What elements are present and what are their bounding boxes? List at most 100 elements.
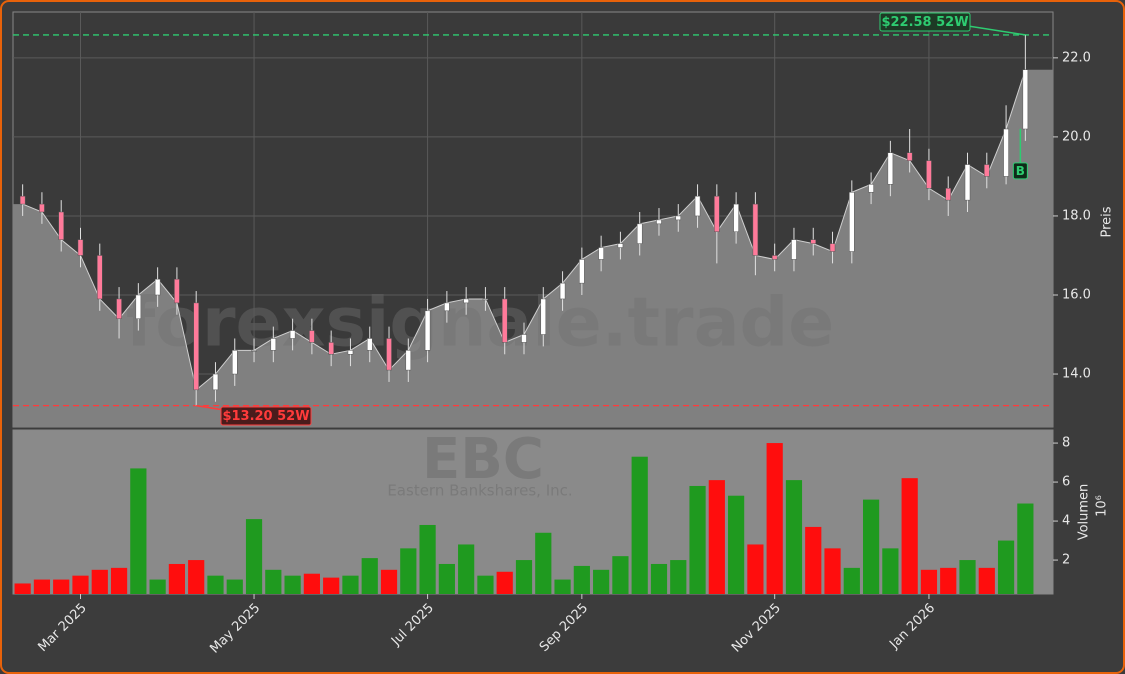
high-label-box	[879, 12, 971, 32]
volume-bar	[535, 532, 552, 594]
volume-bar	[72, 575, 89, 594]
y-tick-label: 18.0	[1062, 208, 1091, 223]
candle-body	[482, 298, 489, 301]
volume-bar	[438, 563, 455, 594]
candle-body	[906, 152, 913, 161]
volume-bar	[265, 569, 282, 594]
volume-bar	[650, 563, 668, 594]
low-label: $13.20 52W	[222, 409, 309, 424]
volume-bar	[940, 567, 957, 594]
candle-body	[1003, 128, 1009, 177]
candle-body	[270, 338, 277, 351]
low-label-box	[220, 406, 312, 426]
candle-body	[444, 302, 450, 312]
candle-body	[405, 350, 412, 371]
volume-bar	[149, 579, 166, 594]
candle-body	[559, 282, 566, 300]
volume-bar	[728, 495, 745, 594]
candle-body	[771, 255, 778, 260]
volume-bar	[188, 560, 205, 594]
candle-body	[193, 302, 199, 391]
candle-body	[656, 219, 662, 225]
candle-body	[945, 188, 951, 201]
candle-body	[964, 164, 971, 201]
volume-bar	[110, 567, 128, 594]
volume-bar	[91, 569, 108, 594]
volume-panel	[12, 429, 1054, 595]
candle-body	[675, 215, 682, 221]
candle-body	[58, 211, 64, 240]
y2-tick-label: 4	[1062, 514, 1070, 529]
volume-bar	[959, 560, 976, 594]
candle-body	[463, 298, 469, 304]
candle-body	[617, 243, 624, 248]
signal-box	[1012, 162, 1028, 180]
candle-body	[598, 247, 604, 260]
volume-bar	[631, 456, 648, 594]
y2-unit: 10⁶	[1095, 495, 1110, 517]
candle-body	[733, 203, 739, 233]
volume-bar	[920, 569, 938, 594]
volume-bar	[284, 575, 301, 594]
candle-body	[39, 203, 45, 213]
watermark: forexsignale.trade	[126, 284, 835, 363]
candle-body	[849, 191, 855, 252]
candle-body	[97, 255, 103, 300]
candle-body	[579, 259, 585, 284]
candle-body	[926, 160, 932, 189]
signal-label: B	[1016, 164, 1025, 178]
volume-bar	[207, 575, 224, 594]
candle-body	[347, 350, 354, 355]
volume-bar	[708, 480, 725, 594]
candle-body	[154, 278, 161, 296]
y-tick-label: 16.0	[1062, 287, 1091, 302]
volume-bar	[824, 548, 841, 594]
candle-body	[868, 184, 874, 193]
volume-bar	[361, 558, 378, 594]
volume-bar	[1017, 503, 1034, 594]
volume-bar	[805, 526, 822, 594]
candle-body	[521, 334, 527, 343]
y-label: Preis	[1100, 206, 1115, 237]
candle-body	[540, 298, 547, 335]
y2-label: Volumen	[1077, 484, 1092, 541]
volume-bar	[612, 556, 629, 594]
candle-body	[77, 239, 84, 256]
candle-body	[424, 310, 431, 351]
volume-bar	[766, 443, 783, 594]
candle-body	[984, 164, 990, 177]
y2-tick-label: 6	[1062, 475, 1070, 490]
volume-bar	[593, 569, 610, 594]
volume-bar	[130, 468, 147, 594]
volume-bar	[53, 579, 70, 594]
volume-bar	[554, 579, 571, 594]
volume-bar	[419, 524, 436, 594]
volume-bar	[458, 544, 475, 594]
volume-bar	[477, 575, 494, 594]
high-label: $22.58 52W	[881, 15, 968, 30]
volume-bar	[862, 499, 880, 594]
company-watermark: Eastern Bankshares, Inc.	[387, 482, 572, 500]
volume-bar	[882, 548, 899, 594]
volume-bar	[323, 577, 340, 594]
low-arrow	[196, 404, 225, 411]
volume-bar	[978, 567, 995, 594]
candle-body	[829, 243, 836, 252]
volume-bar	[33, 579, 51, 594]
candle-body	[810, 239, 816, 244]
symbol-watermark: EBC	[422, 427, 544, 492]
candle-body	[791, 239, 797, 260]
candle-body	[309, 330, 315, 343]
candle-body	[714, 195, 720, 233]
plot-layer: forexsignale.tradeforexsignale.trade14.0…	[13, 12, 1091, 657]
volume-bar	[226, 579, 243, 594]
y2-tick-label: 2	[1062, 553, 1070, 568]
volume-bar	[747, 544, 764, 594]
candle-body	[19, 195, 26, 205]
volume-bar	[670, 560, 687, 594]
candle-body	[328, 342, 334, 355]
candle-body	[366, 338, 373, 351]
volume-bar	[573, 565, 590, 594]
volume-bar	[303, 573, 320, 594]
